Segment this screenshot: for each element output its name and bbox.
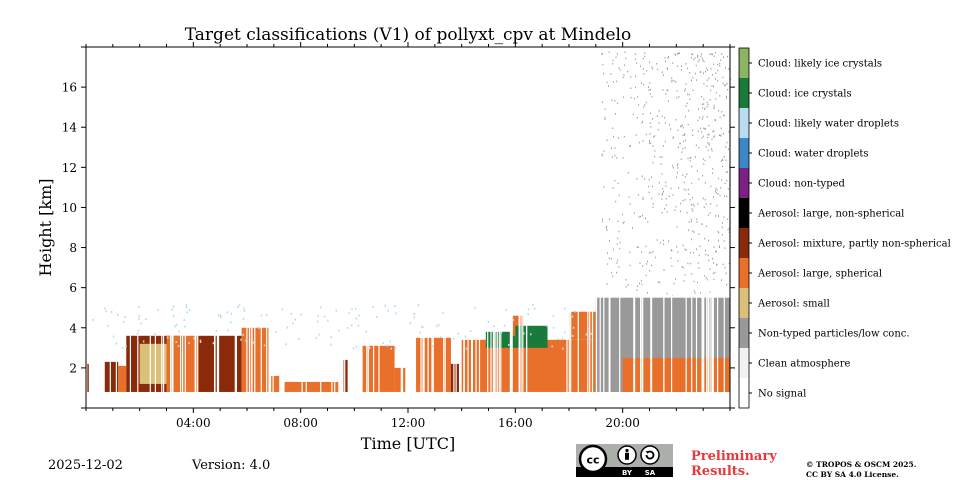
data-segment-sparse-22: [601, 51, 731, 298]
legend-label: Cloud: water droplets: [758, 149, 869, 160]
x-tick-label: 16:00: [498, 416, 533, 430]
chart-title: Target classifications (V1) of pollyxt_c…: [184, 25, 632, 45]
legend-label: No signal: [758, 389, 806, 400]
cc-icon: [578, 444, 608, 474]
colorbar-swatch: [739, 48, 749, 78]
measurement-date: 2025-12-02: [48, 458, 123, 473]
colorbar-swatch: [739, 108, 749, 138]
data-segment-1: [104, 361, 119, 392]
x-tick-label: 12:00: [391, 416, 426, 430]
legend-label: Clean atmosphere: [758, 359, 851, 370]
preliminary-results-note: Preliminary Results.: [691, 449, 777, 479]
colorbar-swatch: [739, 318, 749, 348]
y-tick-label: 6: [69, 281, 77, 295]
colorbar-swatch: [739, 348, 749, 378]
data-segment-9: [284, 381, 339, 392]
by-label: BY: [622, 469, 633, 477]
x-tick-label: 04:00: [176, 416, 211, 430]
plot-area: [87, 51, 732, 392]
license-line: CC BY SA 4.0 License.: [806, 470, 899, 479]
colorbar: Cloud: likely ice crystals Cloud: ice cry…: [738, 47, 951, 409]
legend-label: Cloud: ice crystals: [758, 89, 852, 100]
data-segment-12: [394, 367, 406, 392]
x-tick-label: 08:00: [283, 416, 318, 430]
sa-label: SA: [645, 469, 656, 477]
legend-label: Cloud: likely water droplets: [758, 119, 899, 130]
version-label: Version: 4.0: [192, 458, 271, 473]
data-segment-2: [118, 365, 127, 392]
data-segment-6: [198, 335, 242, 392]
colorbar-swatch: [739, 378, 749, 408]
x-axis-label: Time [UTC]: [361, 434, 455, 453]
y-tick-label: 2: [69, 361, 77, 375]
legend-label: Cloud: likely ice crystals: [758, 59, 882, 70]
legend-label: Aerosol: mixture, partly non-spherical: [757, 239, 951, 250]
data-segment-8: [271, 375, 280, 392]
legend-label: Aerosol: large, spherical: [757, 269, 882, 280]
colorbar-swatch: [739, 288, 749, 318]
data-segment-18: [515, 325, 548, 348]
colorbar-swatch: [739, 228, 749, 258]
x-tick-label: 20:00: [605, 416, 640, 430]
data-segment-15: [461, 339, 596, 392]
cc-by-sa-badge: cc BY SA: [576, 444, 673, 477]
no-signal-gaps: [88, 287, 732, 392]
legend-label: Cloud: non-typed: [758, 179, 846, 190]
data-segment-14: [450, 363, 459, 392]
y-tick-label: 4: [69, 321, 77, 335]
y-tick-label: 16: [62, 81, 77, 95]
by-icon: [617, 445, 637, 465]
colorbar-swatch: [739, 138, 749, 168]
y-tick-label: 14: [62, 121, 78, 135]
y-tick-label: 12: [62, 161, 77, 175]
colorbar-swatch: [739, 168, 749, 198]
legend-label: Aerosol: small: [757, 299, 830, 310]
sa-icon: [640, 445, 660, 465]
y-tick-label: 10: [62, 201, 77, 215]
copyright-line: © TROPOS & OSCM 2025.: [806, 460, 917, 469]
cc-icon-text: cc: [586, 454, 599, 467]
axes: 04:00 08:00 12:00 16:00 20:00 2 4 6 8 10 12 14 16 Tim…: [36, 42, 735, 453]
colorbar-swatch: [739, 198, 749, 228]
legend-label: Non-typed particles/low conc.: [758, 329, 910, 340]
data-segment-10: [343, 359, 348, 392]
water-cloud-specks: [92, 303, 592, 350]
y-tick-label: 8: [69, 241, 77, 255]
legend-label: Aerosol: large, non-spherical: [757, 209, 904, 220]
colorbar-frame: [738, 47, 750, 409]
colorbar-swatch: [739, 78, 749, 108]
data-segment-4: [139, 343, 167, 384]
y-axis-label: Height [km]: [36, 179, 55, 277]
colorbar-swatch: [739, 258, 749, 288]
